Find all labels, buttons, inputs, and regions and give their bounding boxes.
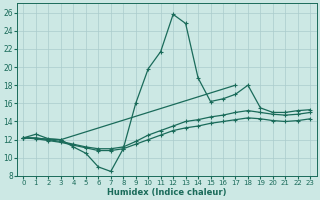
X-axis label: Humidex (Indice chaleur): Humidex (Indice chaleur) (107, 188, 227, 197)
